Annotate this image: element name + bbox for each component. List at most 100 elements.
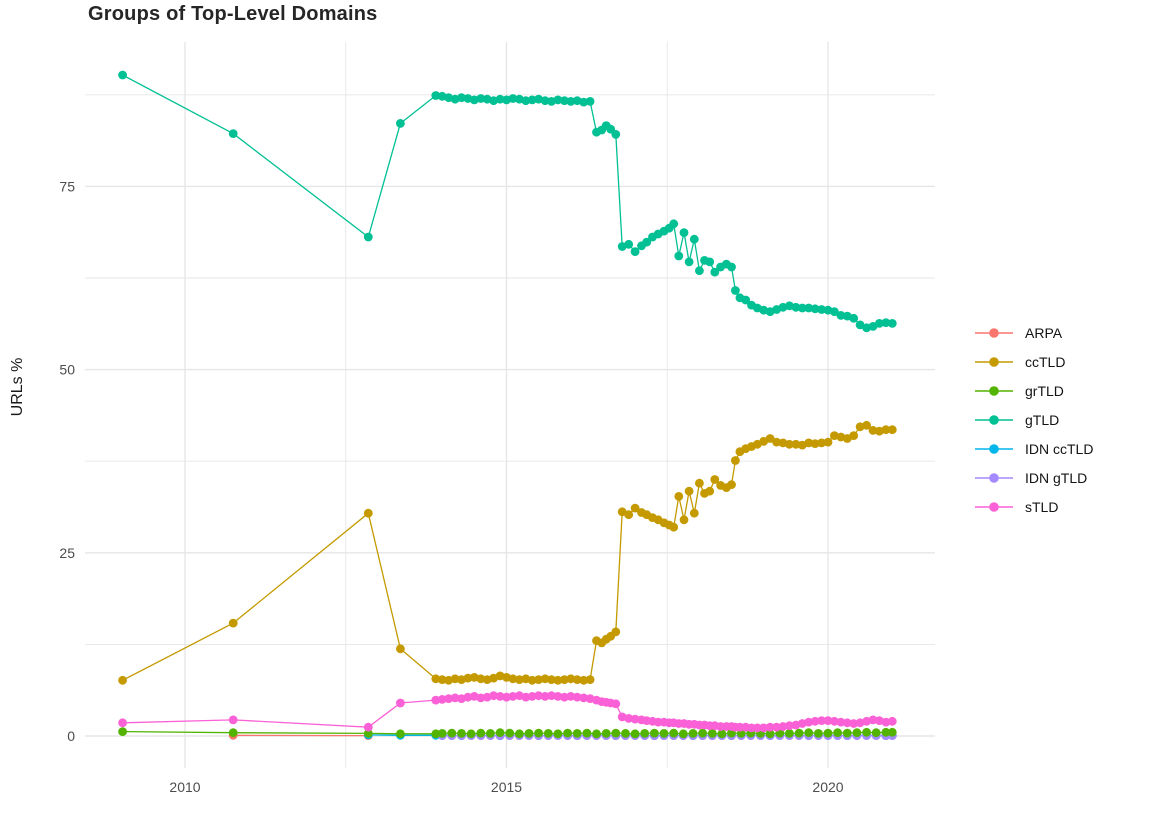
series-point-grTLD	[630, 729, 640, 739]
series-point-sTLD	[476, 693, 486, 703]
series-point-sTLD	[534, 691, 543, 701]
series-point-ccTLD	[579, 675, 589, 685]
series-point-ccTLD	[611, 627, 621, 637]
series-point-ccTLD	[585, 675, 595, 684]
series-point-sTLD	[868, 715, 878, 725]
series-point-sTLD	[810, 716, 820, 726]
series-point-sTLD	[431, 695, 441, 705]
series-point-sTLD	[804, 717, 814, 727]
series-point-grTLD	[688, 729, 698, 738]
series-point-sTLD	[778, 722, 788, 731]
series-point-grTLD	[363, 729, 373, 738]
series-point-ccTLD	[508, 674, 518, 684]
series-point-ccTLD	[731, 456, 740, 465]
series-point-sTLD	[547, 691, 556, 701]
series-point-gTLD	[791, 302, 801, 312]
y-tick-label: 0	[67, 728, 75, 744]
series-point-ccTLD	[887, 425, 897, 435]
series-point-gTLD	[741, 295, 751, 305]
x-tick-label: 2015	[491, 779, 522, 795]
series-point-grTLD	[396, 729, 405, 739]
series-point-ccTLD	[710, 475, 720, 484]
legend-item-IDN ccTLD: IDN ccTLD	[972, 434, 1093, 463]
series-point-ccTLD	[547, 675, 556, 684]
series-point-grTLD	[669, 728, 679, 738]
series-point-gTLD	[527, 95, 537, 105]
series-point-ccTLD	[553, 675, 563, 685]
series-point-gTLD	[611, 130, 621, 139]
series-point-ccTLD	[450, 674, 460, 684]
series-point-gTLD	[804, 303, 814, 313]
series-point-sTLD	[118, 718, 127, 728]
series-point-gTLD	[695, 266, 704, 276]
series-point-ccTLD	[476, 674, 486, 684]
series-point-grTLD	[505, 728, 515, 738]
chart-title: Groups of Top-Level Domains	[88, 3, 378, 25]
series-point-gTLD	[560, 96, 569, 106]
series-point-grTLD	[457, 729, 466, 738]
legend-key-icon	[975, 414, 1013, 425]
series-point-grTLD	[572, 729, 582, 738]
series-point-sTLD	[450, 693, 460, 703]
series-point-gTLD	[881, 318, 891, 328]
series-point-sTLD	[785, 721, 794, 731]
series-point-ccTLD	[674, 492, 684, 501]
legend-item-grTLD: grTLD	[972, 376, 1093, 405]
series-point-sTLD	[759, 723, 769, 733]
legend-item-ARPA: ARPA	[972, 318, 1093, 347]
series-point-gTLD	[118, 70, 127, 80]
legend-item-ccTLD: ccTLD	[972, 347, 1093, 376]
legend-key-icon	[975, 327, 1013, 338]
series-point-ccTLD	[363, 508, 373, 518]
legend-item-sTLD: sTLD	[972, 492, 1093, 521]
series-point-ccTLD	[689, 508, 699, 518]
series-point-gTLD	[727, 262, 736, 272]
series-point-ccTLD	[695, 478, 704, 488]
series-point-sTLD	[437, 695, 447, 704]
series-point-ccTLD	[396, 644, 405, 654]
series-point-sTLD	[849, 719, 859, 728]
series-point-gTLD	[228, 129, 238, 139]
series-point-ccTLD	[572, 675, 582, 684]
series-point-ccTLD	[679, 515, 689, 525]
series-point-sTLD	[630, 714, 640, 724]
series-point-grTLD	[621, 729, 630, 738]
series-point-ccTLD	[765, 434, 775, 443]
series-point-grTLD	[563, 728, 572, 738]
series-point-gTLD	[887, 319, 897, 328]
legend-key-icon	[975, 501, 1013, 512]
series-point-gTLD	[830, 307, 839, 317]
series-point-ccTLD	[791, 439, 801, 449]
series-point-grTLD	[823, 728, 833, 738]
series-point-grTLD	[476, 728, 486, 738]
series-point-grTLD	[794, 728, 804, 738]
series-point-gTLD	[797, 303, 807, 313]
series-point-grTLD	[437, 729, 447, 738]
legend-key-icon	[975, 385, 1013, 396]
series-point-sTLD	[495, 692, 505, 701]
series-point-grTLD	[431, 729, 441, 739]
legend-label: IDN gTLD	[1025, 469, 1088, 486]
legend-item-IDN gTLD: IDN gTLD	[972, 463, 1093, 492]
series-point-ccTLD	[624, 510, 634, 520]
series-point-ccTLD	[534, 675, 543, 684]
series-point-sTLD	[836, 717, 846, 727]
series-point-grTLD	[611, 728, 621, 738]
series-point-grTLD	[515, 729, 524, 739]
series-point-sTLD	[553, 692, 563, 701]
series-point-ccTLD	[560, 675, 569, 684]
series-point-sTLD	[540, 692, 550, 701]
series-point-ccTLD	[868, 426, 878, 435]
legend-label: gTLD	[1025, 411, 1060, 428]
legend-item-gTLD: gTLD	[972, 405, 1093, 434]
legend-label: ccTLD	[1025, 353, 1066, 370]
series-point-grTLD	[833, 728, 842, 738]
series-point-grTLD	[228, 728, 238, 738]
series-point-gTLD	[849, 313, 859, 323]
series-point-grTLD	[707, 729, 717, 738]
series-point-sTLD	[823, 716, 833, 725]
series-point-grTLD	[804, 728, 814, 738]
series-point-grTLD	[486, 729, 495, 738]
series-point-grTLD	[871, 728, 881, 738]
